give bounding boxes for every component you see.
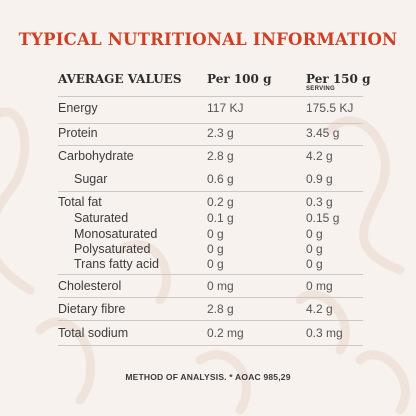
row-per150: 4.2 g [306,302,333,316]
header-per-150g: Per 150 g [306,72,371,86]
row-per100: 0 g [207,227,224,241]
table-rule [58,297,363,298]
page-title: TYPICAL NUTRITIONAL INFORMATION [18,30,398,49]
table-rule [58,123,363,124]
row-per150: 0.9 g [306,172,333,186]
row-per150: 0 g [306,227,323,241]
row-label: Total sodium [58,326,129,340]
table-rule [58,191,363,192]
table-rule [58,274,363,275]
row-per150: 175.5 KJ [306,101,354,115]
row-label: Total fat [58,195,102,209]
table-rule [58,96,363,97]
row-per150: 0.3 g [306,195,333,209]
row-label: Energy [58,101,98,115]
row-per150: 0.3 mg [306,326,343,340]
table-rule [58,345,363,346]
row-per150: 4.2 g [306,149,333,163]
row-per100: 0.2 mg [207,326,244,340]
row-per150: 3.45 g [306,126,340,140]
row-per100: 0.6 g [207,172,234,186]
table-rule [58,320,363,321]
row-per100: 2.3 g [207,126,234,140]
row-label: Cholesterol [58,279,122,293]
row-per150: 0.15 g [306,211,340,225]
row-label: Sugar [74,172,108,186]
row-per150: 0 g [306,257,323,271]
row-per100: 0.1 g [207,211,234,225]
row-per150: 0 g [306,242,323,256]
row-label: Dietary fibre [58,302,126,316]
row-label: Carbohydrate [58,149,134,163]
row-label: Protein [58,126,98,140]
row-label: Saturated [74,211,129,225]
header-per-100g: Per 100 g [207,72,272,86]
row-per100: 117 KJ [207,101,244,115]
row-per100: 2.8 g [207,149,234,163]
row-per100: 0.2 g [207,195,234,209]
table-rule [58,145,363,146]
header-average-values: AVERAGE VALUES [58,72,182,86]
row-label: Trans fatty acid [74,257,159,271]
header-serving: SERVING [306,86,335,92]
row-per100: 0 g [207,257,224,271]
row-per100: 2.8 g [207,302,234,316]
method-footnote: METHOD OF ANALYSIS. * AOAC 985,29 [125,372,291,382]
row-per100: 0 mg [207,279,234,293]
row-label: Monosaturated [74,227,158,241]
row-label: Polysaturated [74,242,151,256]
row-per150: 0 mg [306,279,333,293]
row-per100: 0 g [207,242,224,256]
